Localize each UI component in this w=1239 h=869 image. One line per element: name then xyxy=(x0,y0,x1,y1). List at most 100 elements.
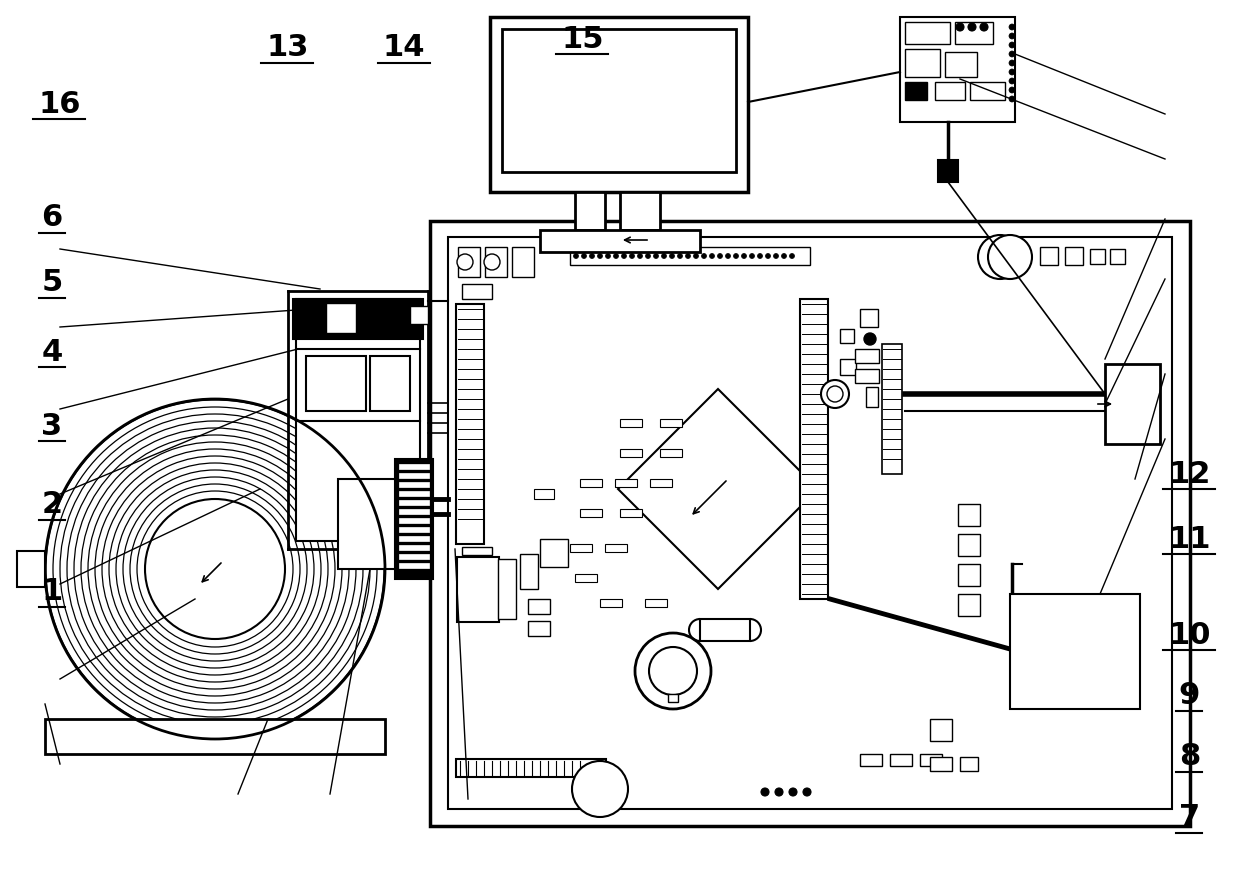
Bar xyxy=(399,474,429,479)
Circle shape xyxy=(653,255,658,259)
Bar xyxy=(1095,680,1130,697)
Circle shape xyxy=(733,255,738,259)
Bar xyxy=(462,285,492,300)
Bar xyxy=(512,248,534,278)
Bar xyxy=(399,554,429,560)
Bar xyxy=(540,540,567,567)
Bar xyxy=(960,757,978,771)
Bar xyxy=(457,557,499,622)
Bar xyxy=(520,554,538,589)
Bar xyxy=(396,508,414,514)
Bar xyxy=(396,548,414,554)
Circle shape xyxy=(646,255,650,259)
Circle shape xyxy=(980,24,987,32)
Bar xyxy=(1080,654,1120,674)
Bar xyxy=(456,760,606,777)
Bar xyxy=(958,564,980,587)
Bar xyxy=(396,493,414,497)
Circle shape xyxy=(1009,61,1015,67)
Bar xyxy=(306,356,366,412)
Text: 12: 12 xyxy=(1168,459,1211,488)
Circle shape xyxy=(694,255,699,259)
Circle shape xyxy=(590,255,595,259)
Bar xyxy=(930,720,952,741)
Bar xyxy=(399,492,429,496)
Bar xyxy=(326,303,356,334)
Bar xyxy=(449,238,1172,809)
Circle shape xyxy=(606,255,611,259)
Bar xyxy=(456,305,484,544)
Circle shape xyxy=(649,647,698,695)
Bar xyxy=(399,546,429,550)
Bar xyxy=(660,449,681,457)
Circle shape xyxy=(581,255,586,259)
Circle shape xyxy=(710,255,715,259)
Bar xyxy=(1020,654,1075,674)
Bar xyxy=(945,53,978,78)
Bar xyxy=(882,345,902,474)
Bar xyxy=(462,547,492,555)
Bar xyxy=(860,754,882,766)
Circle shape xyxy=(636,634,711,709)
Bar xyxy=(700,620,750,641)
Bar xyxy=(800,300,828,600)
Bar xyxy=(410,307,427,325)
Bar xyxy=(1020,620,1054,647)
Bar xyxy=(396,541,414,546)
Bar xyxy=(855,349,878,363)
Bar xyxy=(930,757,952,771)
Text: 7: 7 xyxy=(1178,802,1201,832)
Bar xyxy=(958,504,980,527)
Bar xyxy=(396,533,414,537)
Bar xyxy=(575,193,605,231)
Bar xyxy=(840,329,854,343)
Bar xyxy=(890,754,912,766)
Bar xyxy=(1066,620,1095,634)
Bar xyxy=(866,388,878,408)
Bar xyxy=(570,544,592,553)
Bar xyxy=(370,356,410,412)
Bar xyxy=(399,501,429,506)
Bar xyxy=(458,248,479,278)
Circle shape xyxy=(766,255,771,259)
Bar xyxy=(396,516,414,521)
Polygon shape xyxy=(618,389,818,589)
Circle shape xyxy=(685,255,690,259)
Text: 9: 9 xyxy=(1178,680,1201,710)
Bar xyxy=(396,556,414,561)
Circle shape xyxy=(757,255,762,259)
Bar xyxy=(45,720,385,754)
Circle shape xyxy=(789,788,797,796)
Circle shape xyxy=(1009,70,1015,76)
Circle shape xyxy=(597,255,602,259)
Bar xyxy=(938,161,958,182)
Circle shape xyxy=(978,235,1022,280)
Bar xyxy=(620,420,642,428)
Text: 15: 15 xyxy=(561,24,603,54)
Circle shape xyxy=(457,255,473,270)
Bar xyxy=(660,420,681,428)
Bar xyxy=(1110,249,1125,265)
Bar xyxy=(605,544,627,553)
Bar xyxy=(620,449,642,457)
Circle shape xyxy=(484,255,501,270)
Text: 6: 6 xyxy=(41,202,63,232)
Text: 1: 1 xyxy=(41,576,63,606)
Circle shape xyxy=(574,255,579,259)
Text: 14: 14 xyxy=(383,33,425,63)
Bar xyxy=(620,509,642,517)
Bar xyxy=(900,18,1015,123)
Bar xyxy=(668,694,678,702)
Circle shape xyxy=(957,24,964,32)
Bar xyxy=(399,464,429,469)
Bar xyxy=(1090,249,1105,265)
Bar xyxy=(292,300,422,340)
Circle shape xyxy=(622,255,627,259)
Bar xyxy=(1040,248,1058,266)
Bar xyxy=(958,534,980,556)
Circle shape xyxy=(821,381,849,408)
Bar xyxy=(580,509,602,517)
Bar xyxy=(338,480,396,569)
Circle shape xyxy=(572,761,628,817)
Text: 10: 10 xyxy=(1168,620,1211,649)
